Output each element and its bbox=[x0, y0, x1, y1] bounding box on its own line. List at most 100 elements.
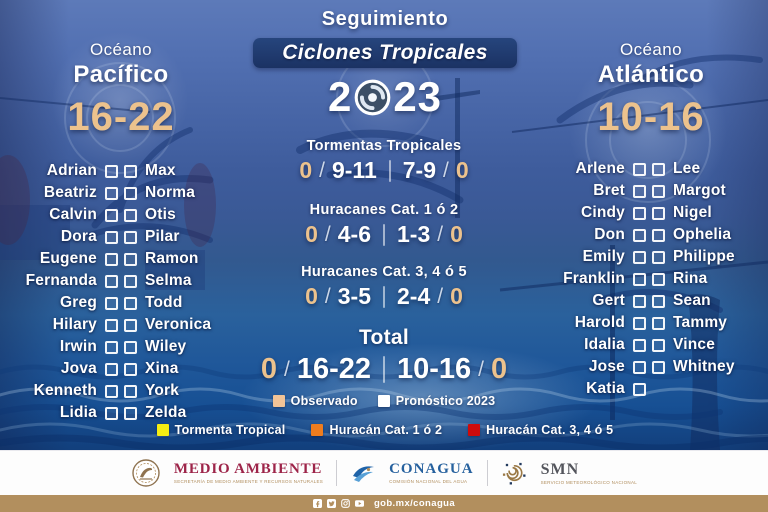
observed-checkbox[interactable] bbox=[633, 272, 646, 286]
forecast-value-atlantic: 2-4 bbox=[397, 283, 431, 309]
storm-name-right: Ramon bbox=[145, 250, 199, 267]
forecast-checkbox[interactable] bbox=[124, 384, 137, 398]
observed-checkbox[interactable] bbox=[105, 252, 118, 266]
table-row: Fernanda Selma bbox=[2, 270, 211, 292]
storm-name-right: Wiley bbox=[145, 338, 187, 355]
pacific-header: Océano Pacífico 16-22 bbox=[10, 40, 232, 140]
observed-checkbox[interactable] bbox=[633, 228, 646, 242]
observed-checkbox[interactable] bbox=[633, 162, 646, 176]
forecast-checkbox[interactable] bbox=[124, 340, 137, 354]
storm-name-left: Hilary bbox=[52, 316, 97, 333]
observed-checkbox[interactable] bbox=[633, 382, 646, 396]
storm-name-right: Pilar bbox=[145, 228, 180, 245]
observed-checkbox[interactable] bbox=[633, 316, 646, 330]
instagram-icon[interactable] bbox=[341, 499, 350, 508]
stat-values: 0/9-11 7-9/0 bbox=[234, 157, 534, 184]
forecast-value-atlantic: 7-9 bbox=[402, 157, 436, 183]
table-row: Dora Pilar bbox=[2, 226, 211, 248]
slash-separator: / bbox=[443, 158, 449, 182]
table-row: Don Ophelia bbox=[520, 224, 735, 246]
forecast-checkbox[interactable] bbox=[124, 406, 137, 420]
stat-values: 0/3-5 2-4/0 bbox=[234, 283, 534, 310]
table-row: Jose Whitney bbox=[520, 356, 735, 378]
stat-tormentas-tropicales: Tormentas Tropicales 0/9-11 7-9/0 bbox=[234, 138, 534, 184]
forecast-checkbox[interactable] bbox=[652, 184, 665, 198]
observed-value-pacific: 0 bbox=[299, 157, 313, 183]
legend-item-huracan-cat-3-4-5: Huracán Cat. 3, 4 ó 5 bbox=[468, 423, 613, 437]
observed-checkbox[interactable] bbox=[633, 338, 646, 352]
storm-name-right: Max bbox=[145, 162, 176, 179]
ocean-name-atlantic: Atlántico bbox=[597, 61, 705, 88]
forecast-checkbox[interactable] bbox=[124, 296, 137, 310]
storm-name-left: Gert bbox=[592, 292, 625, 309]
observed-checkbox[interactable] bbox=[633, 294, 646, 308]
observed-checkbox[interactable] bbox=[105, 208, 118, 222]
observed-checkbox[interactable] bbox=[105, 340, 118, 354]
observed-checkbox[interactable] bbox=[633, 184, 646, 198]
observed-checkbox[interactable] bbox=[105, 406, 118, 420]
smn-spiral-icon bbox=[502, 462, 526, 484]
table-row: Eugene Ramon bbox=[2, 248, 211, 270]
legend-label: Huracán Cat. 3, 4 ó 5 bbox=[486, 423, 614, 437]
twitter-icon[interactable] bbox=[326, 499, 336, 508]
forecast-checkbox[interactable] bbox=[124, 252, 137, 266]
observed-checkbox[interactable] bbox=[633, 206, 646, 220]
forecast-value-pacific: 9-11 bbox=[331, 157, 377, 183]
observed-value-pacific: 0 bbox=[260, 353, 277, 385]
observed-value-atlantic: 0 bbox=[450, 221, 463, 247]
forecast-checkbox[interactable] bbox=[652, 316, 665, 330]
observed-checkbox[interactable] bbox=[105, 362, 118, 376]
medio-ambiente-subtitle: SECRETARÍA DE MEDIO AMBIENTE Y RECURSOS … bbox=[173, 479, 324, 484]
forecast-checkbox[interactable] bbox=[652, 360, 665, 374]
observed-checkbox[interactable] bbox=[633, 250, 646, 264]
legend-label: Pronóstico 2023 bbox=[395, 394, 496, 408]
observed-checkbox[interactable] bbox=[105, 274, 118, 288]
gob-mx-url[interactable]: gob.mx/conagua bbox=[373, 498, 456, 509]
observed-checkbox[interactable] bbox=[105, 384, 118, 398]
footer-divider bbox=[336, 460, 338, 486]
forecast-checkbox[interactable] bbox=[124, 164, 137, 178]
observed-checkbox[interactable] bbox=[105, 296, 118, 310]
storm-name-right: Todd bbox=[145, 294, 183, 311]
legend-categories: Tormenta Tropical Huracán Cat. 1 ó 2 Hur… bbox=[150, 423, 620, 437]
observed-checkbox[interactable] bbox=[105, 186, 118, 200]
forecast-checkbox[interactable] bbox=[652, 228, 665, 242]
forecast-checkbox[interactable] bbox=[124, 208, 137, 222]
observed-value-atlantic: 0 bbox=[455, 157, 469, 183]
forecast-value-pacific: 4-6 bbox=[337, 221, 371, 247]
conagua-wave-icon bbox=[353, 466, 375, 482]
storm-name-left: Don bbox=[594, 226, 625, 243]
facebook-icon[interactable] bbox=[312, 499, 322, 508]
vertical-divider bbox=[383, 223, 385, 246]
forecast-checkbox[interactable] bbox=[124, 186, 137, 200]
title-ciclones-tropicales: Ciclones Tropicales bbox=[282, 41, 488, 64]
conagua-title: CONAGUA bbox=[389, 461, 474, 477]
storm-name-right: Zelda bbox=[145, 404, 187, 421]
ocean-name-pacific: Pacífico bbox=[73, 61, 169, 88]
storm-name-left: Greg bbox=[60, 294, 97, 311]
forecast-checkbox[interactable] bbox=[124, 318, 137, 332]
background-decor bbox=[0, 49, 768, 450]
storm-name-left: Arlene bbox=[575, 160, 625, 177]
observed-checkbox[interactable] bbox=[105, 164, 118, 178]
observed-checkbox[interactable] bbox=[105, 230, 118, 244]
observed-checkbox[interactable] bbox=[105, 318, 118, 332]
forecast-checkbox[interactable] bbox=[124, 274, 137, 288]
forecast-checkbox[interactable] bbox=[652, 294, 665, 308]
atlantic-forecast-range: 10-16 bbox=[597, 95, 705, 139]
storm-name-right: Ophelia bbox=[673, 226, 732, 243]
forecast-checkbox[interactable] bbox=[652, 272, 665, 286]
forecast-checkbox[interactable] bbox=[652, 162, 665, 176]
vertical-divider bbox=[383, 285, 385, 308]
forecast-checkbox[interactable] bbox=[124, 230, 137, 244]
forecast-checkbox[interactable] bbox=[124, 362, 137, 376]
storm-name-left: Adrian bbox=[46, 162, 97, 179]
smn-logo: SMN SERVICIO METEOROLÓGICO NACIONAL bbox=[541, 461, 637, 485]
youtube-icon[interactable] bbox=[354, 499, 364, 508]
storm-name-right: Rina bbox=[673, 270, 708, 287]
legend-item-huracan-cat-1-2: Huracán Cat. 1 ó 2 bbox=[311, 423, 442, 437]
observed-checkbox[interactable] bbox=[633, 360, 646, 374]
forecast-checkbox[interactable] bbox=[652, 338, 665, 352]
forecast-checkbox[interactable] bbox=[652, 250, 665, 264]
forecast-checkbox[interactable] bbox=[652, 206, 665, 220]
